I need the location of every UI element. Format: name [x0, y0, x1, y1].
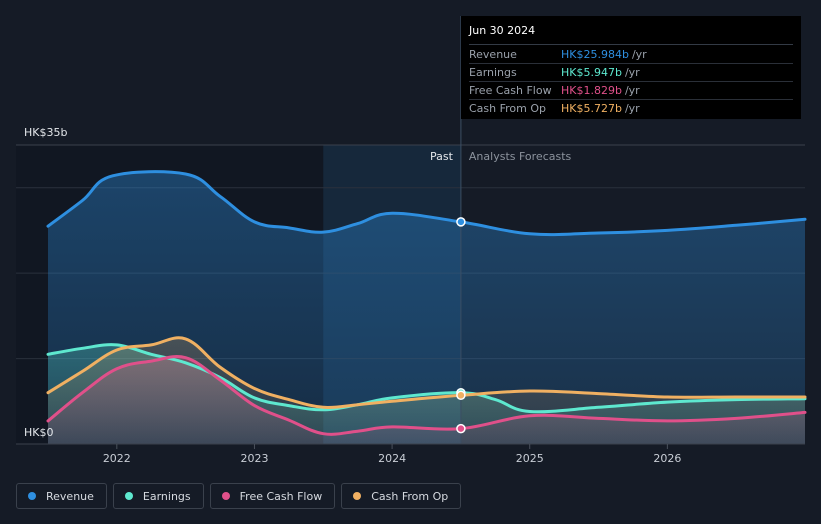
cash-from-op-marker	[456, 390, 466, 401]
tooltip-label: Cash From Op	[469, 102, 547, 115]
legend-item-free-cash-flow[interactable]: Free Cash Flow	[209, 483, 336, 509]
legend-item-cash-from-op[interactable]: Cash From Op	[341, 483, 462, 509]
legend-label: Revenue	[46, 489, 94, 503]
free-cash-flow-marker	[456, 423, 466, 434]
cash-from-op-line	[46, 336, 807, 409]
free-cash-flow-line	[46, 355, 807, 436]
x-tick-label: 2023	[240, 452, 268, 465]
tooltip-row-cash-from-op: Cash From Op HK$5.727b /yr	[469, 100, 793, 117]
legend: Revenue Earnings Free Cash Flow Cash Fro…	[16, 483, 462, 509]
tooltip-unit: /yr	[631, 48, 647, 61]
legend-label: Earnings	[142, 489, 191, 503]
tooltip-unit: /yr	[624, 102, 640, 115]
free-cash-flow-dot-icon	[221, 492, 230, 500]
legend-item-earnings[interactable]: Earnings	[112, 483, 204, 509]
chart-area: HK$35b HK$0 Past Analysts Forecasts 2022 2023…	[16, 16, 807, 465]
tooltip-unit: /yr	[624, 66, 640, 79]
y-axis-bottom-label: HK$0	[24, 426, 53, 439]
tooltip-label: Revenue	[469, 48, 517, 61]
x-tick-label: 2024	[378, 452, 406, 465]
tooltip-row-earnings: Earnings HK$5.947b /yr	[469, 64, 793, 82]
x-tick-label: 2025	[516, 452, 544, 465]
revenue-area	[48, 171, 805, 444]
tooltip-row-free-cash-flow: Free Cash Flow HK$1.829b /yr	[469, 82, 793, 100]
x-tick-label: 2022	[103, 452, 131, 465]
cash-from-op-dot-icon	[353, 492, 362, 500]
tooltip-panel: Jun 30 2024 Revenue HK$25.984b /yr Earni…	[461, 16, 801, 119]
tooltip-value: HK$25.984b	[561, 48, 629, 61]
legend-label: Free Cash Flow	[239, 489, 323, 503]
tooltip-unit: /yr	[624, 84, 640, 97]
tooltip-label: Earnings	[469, 66, 517, 79]
tooltip-value: HK$5.727b	[561, 102, 622, 115]
tooltip-value: HK$5.947b	[561, 66, 622, 79]
y-axis-top-label: HK$35b	[24, 126, 67, 139]
revenue-dot-icon	[28, 492, 36, 500]
past-label: Past	[430, 150, 454, 163]
cash-from-op-area	[48, 337, 805, 444]
tooltip-label: Free Cash Flow	[469, 84, 552, 97]
legend-label: Cash From Op	[371, 489, 449, 503]
revenue-marker	[456, 217, 466, 227]
x-tick-label: 2026	[653, 452, 681, 465]
forecast-label: Analysts Forecasts	[469, 150, 572, 163]
tooltip-value: HK$1.829b	[561, 84, 622, 97]
tooltip-row-revenue: Revenue HK$25.984b /yr	[469, 46, 793, 64]
legend-item-revenue[interactable]: Revenue	[16, 483, 107, 509]
earnings-dot-icon	[124, 492, 133, 500]
tooltip-date: Jun 30 2024	[469, 24, 793, 45]
revenue-line	[46, 170, 807, 237]
